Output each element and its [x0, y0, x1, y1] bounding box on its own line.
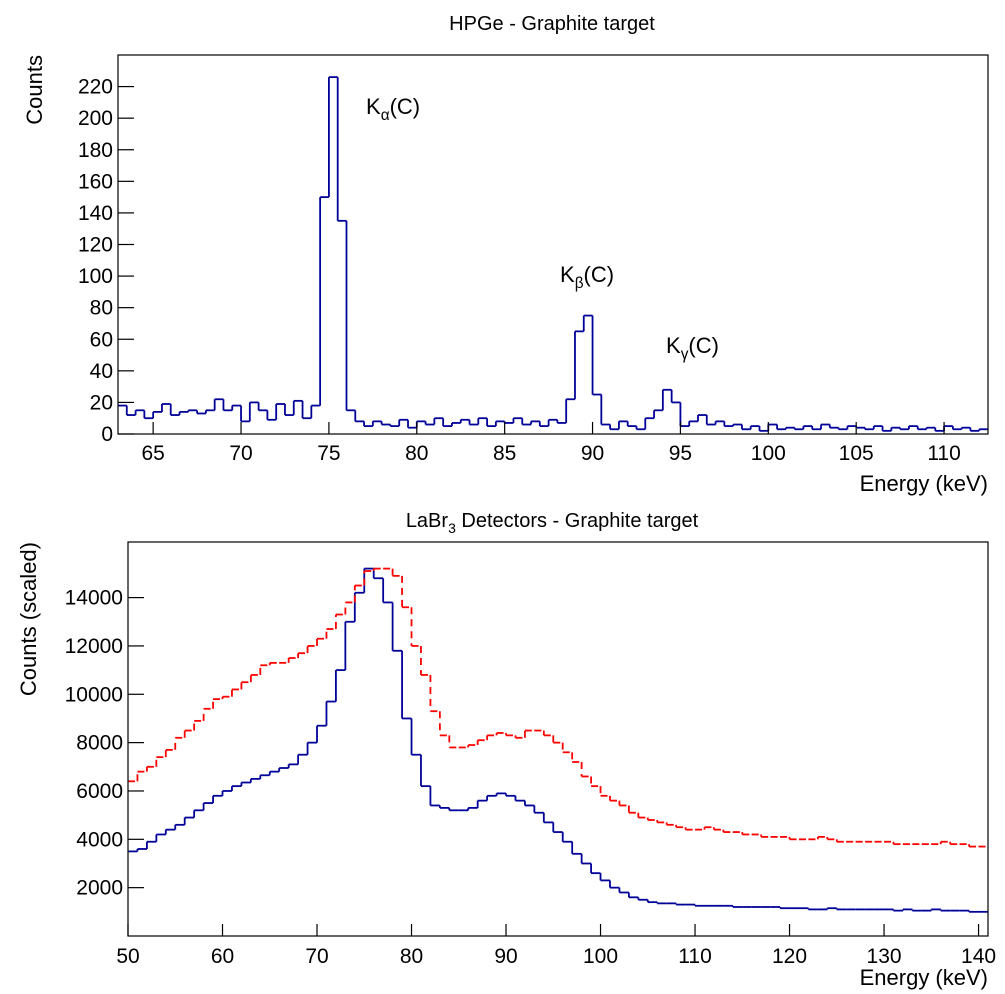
- x-tick-label: 85: [493, 442, 516, 465]
- x-tick-label: 80: [400, 945, 423, 968]
- annotation-tail: (C): [584, 262, 615, 287]
- y-tick-label: 6000: [76, 780, 123, 803]
- chart-title-tail: Detectors - Graphite target: [456, 510, 699, 532]
- y-tick-label: 80: [90, 297, 113, 320]
- x-tick-label: 100: [583, 945, 618, 968]
- x-tick-label: 90: [494, 945, 517, 968]
- y-tick-label: 100: [78, 265, 113, 288]
- x-tick-label: 105: [839, 442, 874, 465]
- annotation-sub: γ: [681, 346, 689, 363]
- chart-title: HPGe - Graphite target: [449, 13, 655, 35]
- y-tick-label: 160: [78, 170, 113, 193]
- y-tick-label: 0: [101, 423, 113, 446]
- y-tick-label: 10000: [65, 683, 123, 706]
- annotation-sub: α: [381, 107, 390, 124]
- histogram-series: [128, 567, 988, 848]
- x-tick-label: 95: [669, 442, 692, 465]
- x-tick-label: 80: [405, 442, 428, 465]
- x-tick-label: 140: [961, 945, 996, 968]
- x-tick-label: 110: [678, 945, 711, 968]
- x-tick-label: 120: [772, 945, 807, 968]
- x-tick-label: 65: [141, 442, 164, 465]
- y-tick-label: 40: [90, 360, 113, 383]
- y-tick-label: 180: [78, 139, 113, 162]
- y-tick-label: 14000: [65, 587, 123, 610]
- y-tick-label: 4000: [76, 828, 123, 851]
- annotation-base: K: [366, 94, 381, 119]
- x-tick-label: 50: [116, 945, 139, 968]
- y-tick-label: 12000: [65, 635, 123, 658]
- x-tick-label: 90: [581, 442, 604, 465]
- x-tick-label: 110: [927, 442, 960, 465]
- x-tick-label: 130: [867, 945, 902, 968]
- x-tick-label: 70: [305, 945, 328, 968]
- x-tick-label: 70: [229, 442, 252, 465]
- chart-title-sub: 3: [448, 520, 456, 536]
- y-tick-label: 140: [78, 202, 113, 225]
- y-tick-label: 220: [78, 76, 113, 99]
- histogram-series: [128, 567, 988, 913]
- plot-frame: [127, 541, 989, 937]
- y-tick-label: 200: [78, 107, 113, 130]
- y-tick-label: 2000: [76, 877, 123, 900]
- chart-title: LaBr3 Detectors - Graphite target: [406, 510, 699, 536]
- annotation: Kα(C): [366, 94, 420, 124]
- annotation-base: K: [666, 333, 681, 358]
- annotation: Kβ(C): [560, 262, 614, 292]
- annotation: Kγ(C): [666, 333, 719, 363]
- x-axis-label: Energy (keV): [860, 471, 988, 496]
- y-tick-label: 120: [78, 234, 113, 257]
- y-tick-label: 60: [90, 328, 113, 351]
- annotation-tail: (C): [390, 94, 421, 119]
- y-tick-label: 8000: [76, 732, 123, 755]
- annotation-tail: (C): [688, 333, 719, 358]
- y-axis-label: Counts: [22, 55, 47, 125]
- y-axis-label: Counts (scaled): [16, 542, 41, 696]
- x-tick-label: 100: [751, 442, 786, 465]
- annotation-base: K: [560, 262, 575, 287]
- x-tick-label: 60: [211, 945, 234, 968]
- x-tick-label: 75: [317, 442, 340, 465]
- y-tick-label: 20: [90, 391, 113, 414]
- x-axis-label: Energy (keV): [860, 965, 988, 990]
- annotation-sub: β: [575, 275, 584, 292]
- chart-title-base: LaBr: [406, 510, 449, 532]
- histogram-series: [118, 76, 988, 432]
